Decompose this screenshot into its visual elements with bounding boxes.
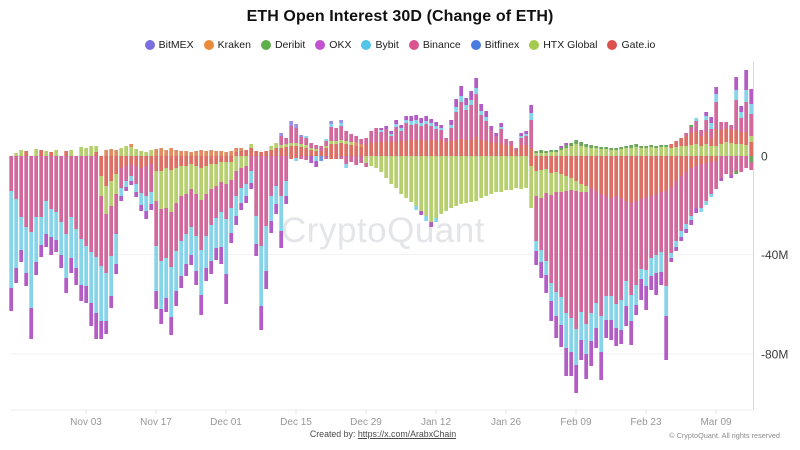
svg-text:0: 0 (761, 150, 768, 164)
svg-text:Dec 01: Dec 01 (210, 417, 242, 428)
svg-text:Nov 03: Nov 03 (70, 417, 102, 428)
svg-text:Jan 12: Jan 12 (421, 417, 451, 428)
svg-text:Feb 23: Feb 23 (630, 417, 662, 428)
svg-text:Jan 26: Jan 26 (491, 417, 521, 428)
svg-text:Dec 15: Dec 15 (280, 417, 312, 428)
svg-text:Nov 17: Nov 17 (140, 417, 172, 428)
svg-text:Mar 09: Mar 09 (700, 417, 732, 428)
svg-text:-80M: -80M (761, 348, 788, 362)
svg-text:Dec 29: Dec 29 (350, 417, 382, 428)
svg-text:-40M: -40M (761, 248, 788, 262)
svg-text:Feb 09: Feb 09 (560, 417, 592, 428)
